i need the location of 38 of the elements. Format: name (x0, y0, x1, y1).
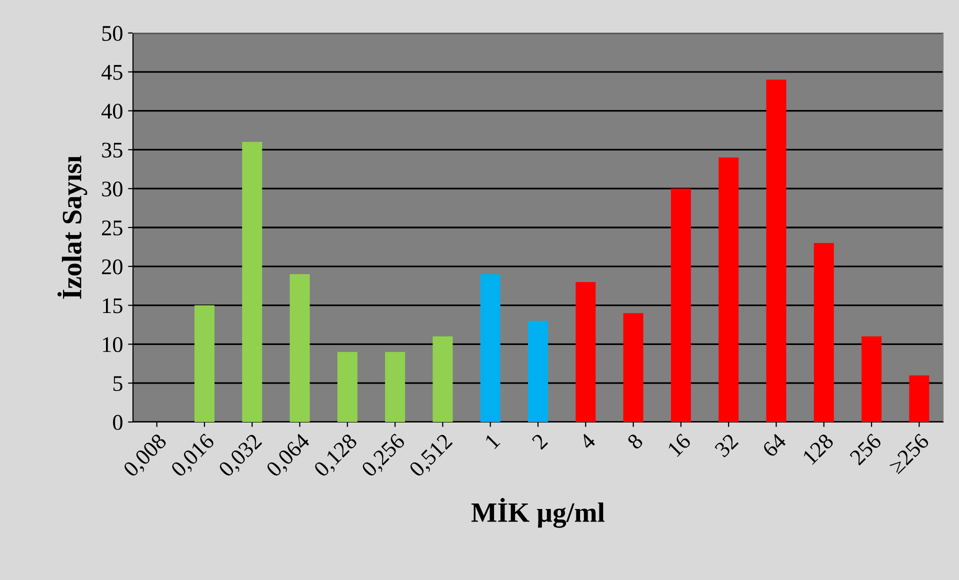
bar (528, 320, 548, 422)
x-tick-label: 1 (484, 433, 500, 450)
x-tick-label: 16 (667, 432, 692, 458)
bar (432, 336, 453, 422)
y-tick-label: 0 (113, 414, 122, 430)
y-tick-label: 10 (103, 337, 122, 352)
y-tick-label: 30 (102, 182, 122, 197)
bar (623, 313, 644, 422)
y-axis-title: İzolat Sayısı (57, 156, 88, 299)
bar (337, 352, 358, 422)
x-tick-label: 2 (531, 433, 548, 450)
y-tick-label: 45 (101, 64, 122, 80)
bar (194, 305, 214, 422)
bar (862, 336, 882, 422)
x-tick-label: 4 (578, 432, 596, 450)
x-tick-label: 32 (714, 433, 739, 458)
x-tick-label: 256 (849, 432, 882, 466)
bar (766, 80, 786, 422)
y-tick-label: 25 (102, 220, 122, 236)
bar (480, 274, 500, 422)
y-tick-label: 20 (102, 259, 122, 274)
x-tick-label: 8 (626, 432, 644, 450)
y-tick-label: 5 (113, 376, 122, 392)
bar (242, 142, 262, 422)
x-tick-label: 128 (802, 432, 834, 465)
y-tick-label: 50 (102, 26, 122, 41)
x-tick-label: 64 (762, 432, 788, 458)
bar (814, 243, 834, 422)
bar (290, 274, 310, 422)
bar (670, 188, 691, 422)
y-tick-label: 40 (101, 104, 122, 119)
x-axis-title: MİK µg/ml (471, 498, 605, 528)
bar (385, 352, 406, 422)
bar (576, 282, 596, 422)
bar (909, 375, 930, 422)
y-tick-label: 35 (102, 142, 122, 158)
y-tick-label: 15 (103, 298, 122, 314)
bar (718, 157, 739, 422)
